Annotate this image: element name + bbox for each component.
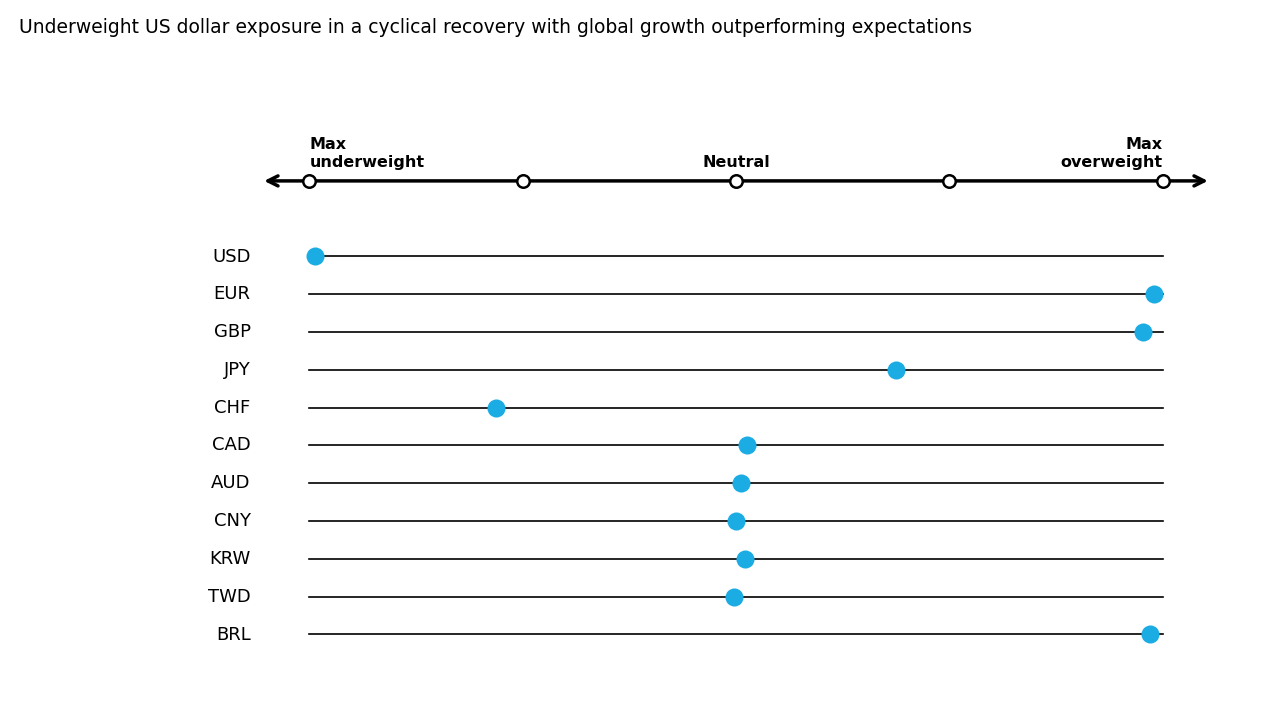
Text: KRW: KRW [210,550,251,568]
Text: CNY: CNY [214,512,251,530]
Text: Neutral: Neutral [703,155,769,169]
Text: TWD: TWD [207,588,251,606]
Text: GBP: GBP [214,323,251,341]
Text: Max
underweight: Max underweight [310,137,425,169]
Text: Max
overweight: Max overweight [1061,137,1162,169]
Text: CHF: CHF [215,399,251,417]
Text: AUD: AUD [211,474,251,492]
Text: JPY: JPY [224,361,251,379]
Text: Underweight US dollar exposure in a cyclical recovery with global growth outperf: Underweight US dollar exposure in a cycl… [19,18,973,37]
Text: USD: USD [212,248,251,266]
Text: EUR: EUR [214,285,251,303]
Text: BRL: BRL [216,626,251,644]
Text: CAD: CAD [212,436,251,454]
